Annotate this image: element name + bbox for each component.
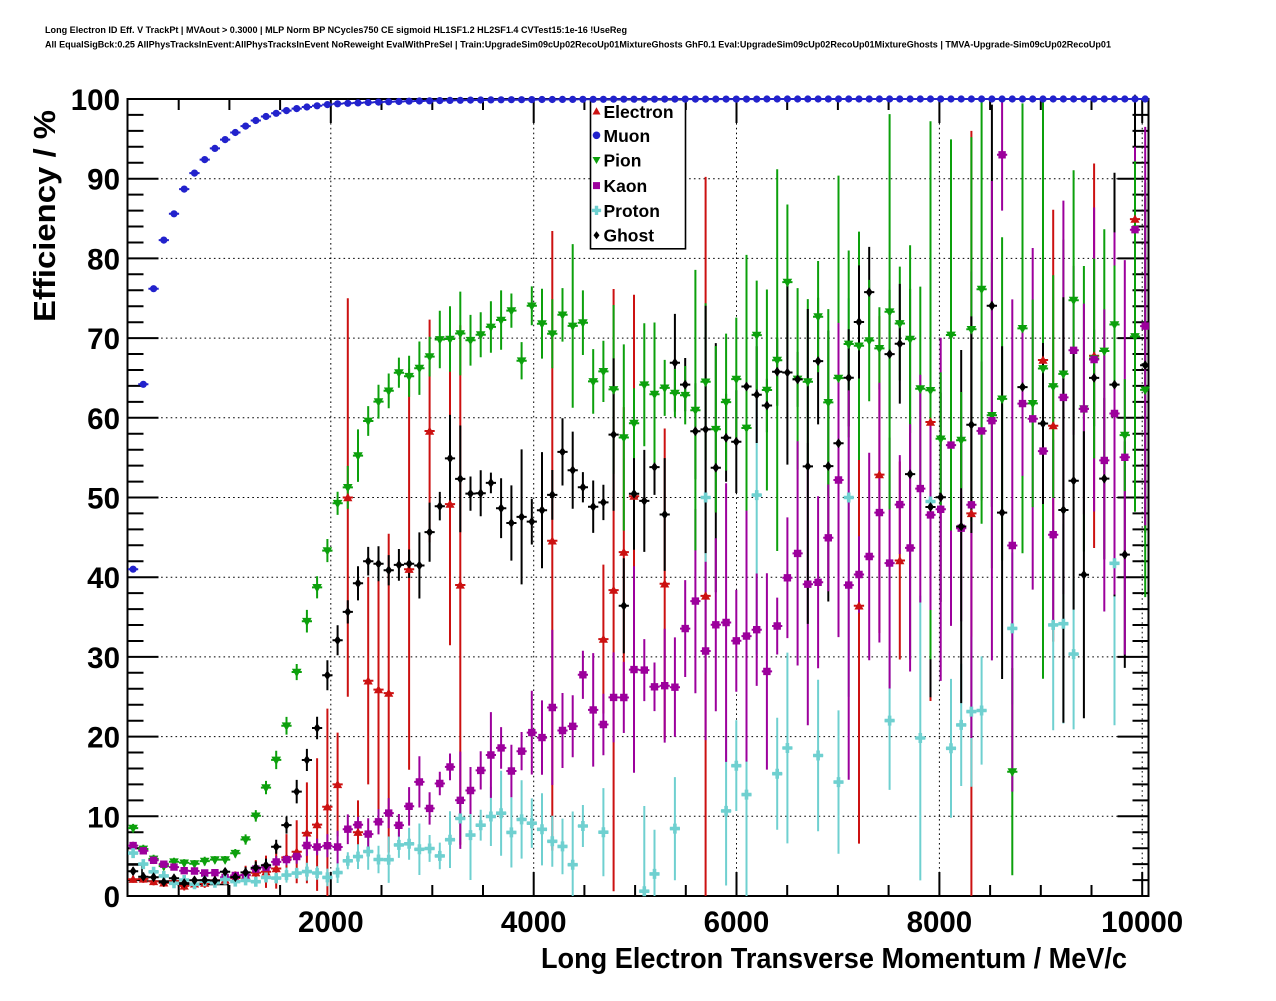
svg-text:6000: 6000 (704, 906, 770, 939)
svg-text:70: 70 (87, 323, 120, 356)
svg-text:8000: 8000 (907, 906, 973, 939)
svg-text:4000: 4000 (501, 906, 567, 939)
svg-text:10000: 10000 (1101, 906, 1183, 939)
svg-text:Proton: Proton (604, 201, 660, 221)
svg-text:90: 90 (87, 164, 120, 197)
svg-text:40: 40 (87, 562, 120, 595)
svg-text:Kaon: Kaon (604, 176, 648, 196)
svg-text:2000: 2000 (298, 906, 364, 939)
svg-text:Long Electron Transverse Momen: Long Electron Transverse Momentum / MeV/… (541, 943, 1127, 975)
svg-text:60: 60 (87, 403, 120, 436)
svg-text:Pion: Pion (604, 151, 642, 171)
svg-text:30: 30 (87, 642, 120, 675)
svg-text:20: 20 (87, 722, 120, 755)
svg-text:80: 80 (87, 243, 120, 276)
svg-text:Ghost: Ghost (604, 226, 655, 246)
svg-text:50: 50 (87, 483, 120, 516)
svg-text:All EqualSigBck:0.25 AllPhysTr: All EqualSigBck:0.25 AllPhysTracksInEven… (45, 40, 1112, 51)
svg-text:0: 0 (104, 881, 120, 914)
svg-text:Long Electron ID Eff. V TrackP: Long Electron ID Eff. V TrackPt | MVAout… (45, 25, 627, 36)
svg-text:Efficiency / %: Efficiency / % (27, 110, 62, 322)
svg-text:100: 100 (71, 84, 120, 117)
svg-text:Electron: Electron (604, 102, 674, 122)
svg-text:10: 10 (87, 801, 120, 834)
svg-text:Muon: Muon (604, 126, 651, 146)
